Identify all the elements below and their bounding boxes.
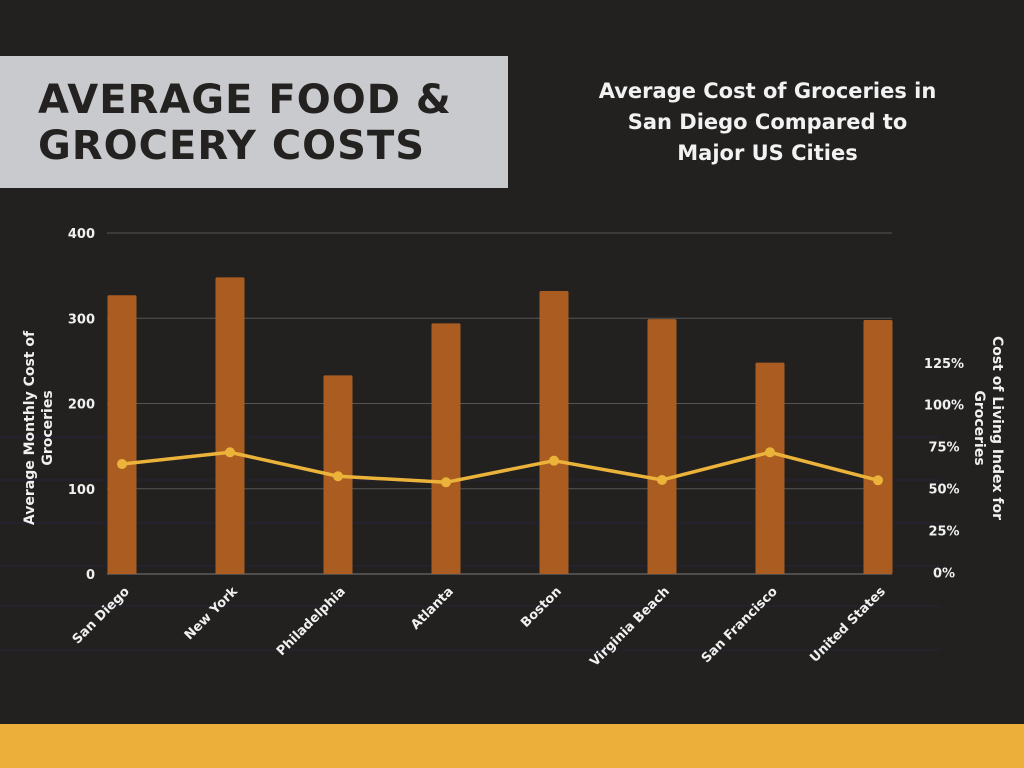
footer-bar — [0, 724, 1024, 768]
y-tick-right: 50% — [928, 483, 959, 498]
x-tick-label: United States — [807, 584, 889, 666]
y-axis-label-right: Groceries — [971, 390, 987, 465]
y-tick-right: 25% — [928, 524, 959, 539]
index-point-new-york — [225, 447, 235, 458]
page-title-line1: AVERAGE FOOD & — [38, 77, 452, 123]
y-axis-label-left: Average Monthly Cost of — [22, 330, 38, 525]
y-tick-left: 200 — [68, 398, 95, 413]
x-tick-label: San Diego — [70, 584, 133, 647]
combo-chart: 0 100 200 300 400 0% 25% 50% 75% 100% 125% San Dieg… — [0, 227, 1005, 670]
y-axis-label-right: Cost of Living Index for — [989, 336, 1005, 520]
title-box: AVERAGE FOOD & GROCERY COSTS — [0, 56, 508, 188]
y-tick-right: 0% — [933, 566, 955, 581]
x-tick-label: New York — [182, 584, 241, 643]
bar-boston — [539, 290, 569, 574]
x-tick-label: San Francisco — [699, 584, 781, 666]
chart-title: Average Cost of Groceries in San Diego C… — [560, 76, 975, 169]
index-point-san-diego — [117, 459, 127, 470]
index-point-united-states — [873, 475, 883, 486]
y-tick-right: 75% — [928, 441, 959, 456]
index-point-philadelphia — [333, 471, 343, 482]
y-tick-left: 300 — [68, 312, 95, 327]
x-tick-label: Boston — [518, 584, 565, 631]
index-point-san-francisco — [765, 447, 775, 458]
chart-title-line: Major US Cities — [677, 141, 858, 165]
y-axis-label-left: Groceries — [40, 390, 56, 465]
y-tick-right: 100% — [924, 399, 964, 414]
y-tick-left: 0 — [86, 568, 95, 583]
bar-san-francisco — [755, 362, 785, 574]
bar-new-york — [215, 277, 245, 574]
y-tick-right: 125% — [924, 357, 964, 372]
bar-united-states — [863, 319, 893, 574]
y-tick-left: 400 — [68, 227, 95, 242]
index-line — [121, 450, 879, 485]
chart-title-line: San Diego Compared to — [627, 110, 908, 134]
index-point-atlanta — [441, 477, 451, 488]
y-tick-left: 100 — [68, 483, 95, 498]
x-tick-label: Atlanta — [408, 584, 457, 633]
chart-title-line: Average Cost of Groceries in — [598, 79, 937, 103]
index-point-virginia-beach — [657, 474, 667, 485]
index-point-boston — [549, 455, 559, 466]
x-tick-label: Virginia Beach — [587, 584, 673, 670]
x-tick-label: Philadelphia — [274, 584, 349, 659]
bar-virginia-beach — [647, 319, 677, 574]
bar-san-diego — [107, 295, 137, 574]
page-title-line2: GROCERY COSTS — [38, 123, 426, 169]
bar-atlanta — [431, 323, 461, 574]
